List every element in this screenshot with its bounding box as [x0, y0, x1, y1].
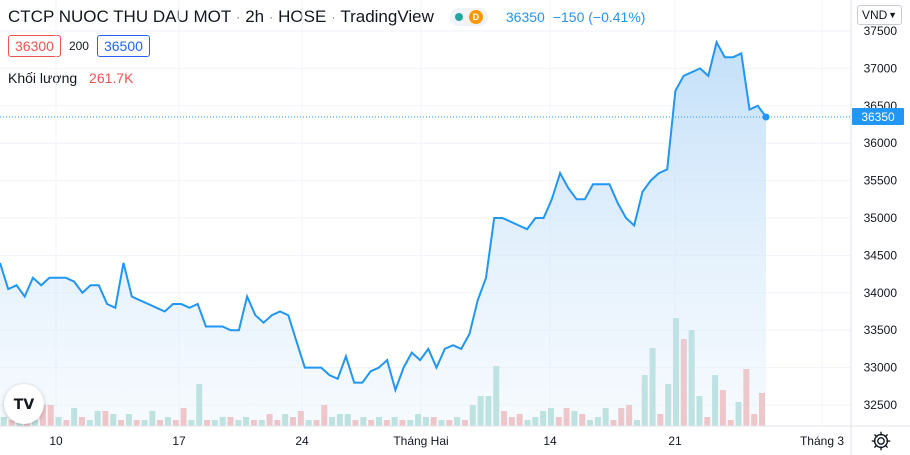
price-tick-label: 34000 [864, 286, 898, 300]
time-tick-label: Tháng Hai [393, 434, 448, 448]
market-status[interactable]: D [449, 8, 488, 26]
price-tick-label: 36000 [864, 136, 898, 150]
time-tick-label: 14 [543, 434, 557, 448]
spread-value: 200 [68, 39, 89, 53]
market-open-icon [454, 13, 463, 21]
tradingview-logo[interactable]: 𝗧𝗩 [4, 384, 44, 424]
separator-dot: · [269, 10, 274, 24]
time-tick-label: 24 [295, 434, 309, 448]
last-price: 36350 [505, 9, 545, 25]
price-tag-label: 36350 [861, 110, 895, 124]
currency-select[interactable]: VND ▼ [857, 5, 902, 25]
volume-value: 261.7K [89, 70, 134, 86]
chart-header: CTCP NUOC THU DAU MOT · 2h · HOSE · Trad… [8, 6, 645, 28]
bid-price-box[interactable]: 36300 [8, 35, 61, 57]
price-tick-label: 34500 [864, 248, 898, 262]
time-tick-label: 17 [172, 434, 186, 448]
ask-price-box[interactable]: 36500 [96, 35, 150, 57]
source-label: TradingView [340, 7, 434, 26]
volume-label: Khối lượng [8, 70, 78, 86]
gear-icon[interactable] [870, 430, 892, 452]
price-tag-bg [852, 108, 904, 125]
quote-panel: 36300 200 36500 [8, 35, 150, 57]
volume-legend[interactable]: Khối lượng 261.7K [8, 70, 133, 86]
currency-value: VND [862, 8, 888, 22]
chevron-down-icon: ▼ [888, 10, 897, 20]
last-price-marker [762, 113, 770, 121]
price-tick-label: 33000 [864, 361, 898, 375]
interval-label[interactable]: 2h [245, 7, 265, 26]
price-axis: 3750037000365003600035500350003450034000… [864, 24, 898, 412]
time-axis: 10 17 24 Tháng Hai 14 21 Tháng 3 [49, 434, 844, 448]
price-line [0, 39, 767, 394]
time-tick-label: Tháng 3 [800, 434, 844, 448]
price-tick-label: 37000 [864, 61, 898, 75]
delayed-data-icon: D [468, 10, 483, 24]
price-tick-label: 32500 [864, 398, 898, 412]
price-tick-label: 37500 [864, 24, 898, 38]
price-tag: 36350 [852, 108, 904, 125]
time-tick-label: 21 [668, 434, 682, 448]
time-tick-label: 10 [49, 434, 63, 448]
price-tick-label: 33500 [864, 323, 898, 337]
separator-dot: · [236, 10, 241, 24]
price-tick-label: 35500 [864, 174, 898, 188]
tv-logo-icon: 𝗧𝗩 [13, 395, 35, 412]
price-change: −150 (−0.41%) [552, 9, 646, 25]
price-area-fill [0, 42, 766, 426]
separator-dot: · [331, 10, 336, 24]
price-tick-label: 35000 [864, 211, 898, 225]
symbol-title[interactable]: CTCP NUOC THU DAU MOT [8, 7, 232, 26]
